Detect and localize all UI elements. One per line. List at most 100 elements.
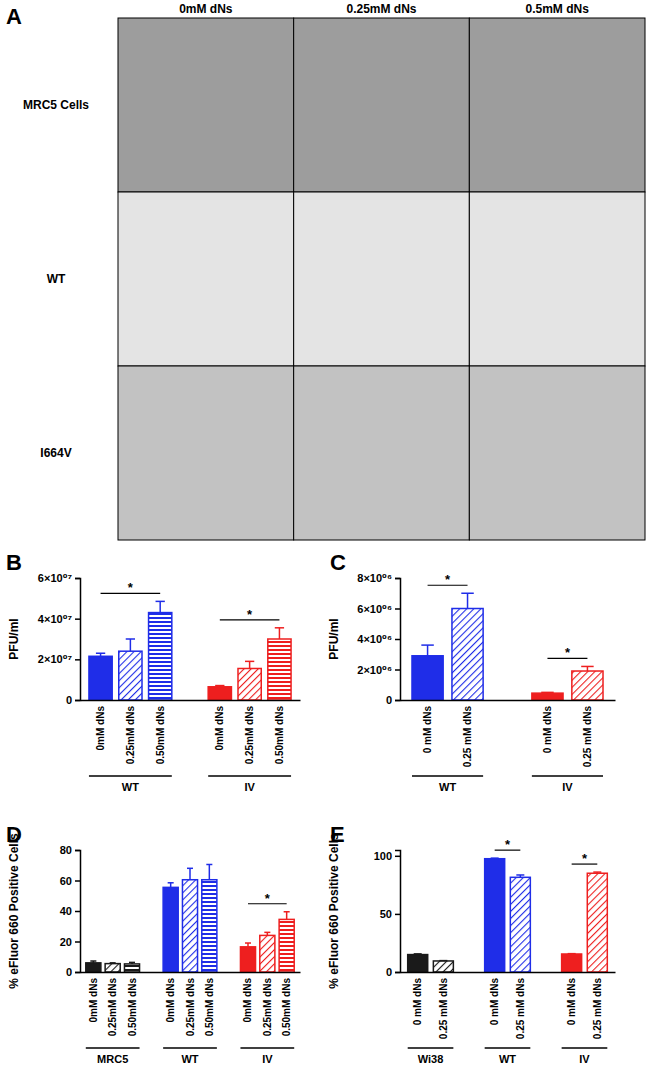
x-tick: 0.25mM dNs	[244, 706, 255, 765]
panel-chart: 0204060800mM dNs0.25mM dNs0.50mM dNs0mM …	[6, 822, 301, 1065]
y-tick-mark	[75, 941, 80, 943]
x-tick: 0.50mM dNs	[204, 978, 215, 1037]
x-tick-label: 0 mM dNs	[412, 978, 423, 1026]
error-bar	[168, 883, 174, 888]
error-bar-cap	[129, 962, 135, 964]
group-label: WT	[122, 781, 139, 793]
x-axis-line	[81, 700, 301, 702]
error-bar-cap	[264, 932, 270, 934]
y-tick: 0	[66, 694, 80, 706]
error-bar	[96, 653, 105, 656]
group-line	[240, 1047, 294, 1049]
x-tick-label: 0.25mM dNs	[262, 978, 273, 1037]
y-tick-mark	[395, 856, 400, 858]
error-bar-cap	[245, 661, 254, 663]
panel-chart: 02×10⁰⁶4×10⁰⁶6×10⁰⁶8×10⁰⁶0 mM dNs0.25 mM…	[327, 550, 616, 793]
y-axis-title: PFU/ml	[327, 618, 341, 659]
x-tick: 0.25mM dNs	[125, 706, 136, 765]
group-label: MRC5	[97, 1053, 128, 1065]
error-bar-cap	[215, 685, 224, 687]
error-bar-cap	[156, 601, 165, 603]
bar	[208, 687, 231, 700]
significance-label: *	[128, 580, 134, 595]
x-tick-label: 0.50mM dNs	[281, 978, 292, 1037]
bar	[202, 880, 217, 972]
y-tick-mark	[75, 972, 80, 974]
error-bar	[593, 872, 601, 873]
y-tick-label: 0	[386, 694, 392, 706]
x-tick-label: 0.50mM dNs	[127, 978, 138, 1037]
y-axis: 020406080	[60, 844, 81, 978]
x-axis-line	[401, 700, 616, 702]
y-tick: 40	[60, 905, 80, 917]
x-tick-label: 0.25 mM dNs	[592, 978, 603, 1040]
bar	[240, 947, 255, 972]
error-bar-cap	[90, 960, 96, 962]
micrograph	[469, 366, 645, 540]
y-tick-mark	[395, 700, 400, 702]
error-bar	[461, 593, 473, 608]
error-bar-stem	[427, 645, 429, 656]
error-bar	[110, 962, 116, 964]
x-tick-label: 0.50mM dNs	[155, 706, 166, 765]
x-tick: 0 mM dNs	[412, 978, 423, 1026]
group-line	[532, 775, 603, 777]
x-tick: 0mM dNs	[88, 978, 99, 1023]
y-tick-label: 50	[380, 908, 392, 920]
error-bar	[421, 645, 433, 656]
micrograph	[118, 366, 294, 540]
error-bar-cap	[187, 868, 193, 870]
x-tick: 0 mM dNs	[566, 978, 577, 1026]
bar	[562, 954, 582, 972]
y-tick: 100	[374, 850, 400, 862]
y-axis: 02×10⁰⁷4×10⁰⁷6×10⁰⁷	[38, 572, 81, 706]
x-tick-label: 0.25mM dNs	[185, 978, 196, 1037]
x-tick-label: 0.25mM dNs	[244, 706, 255, 765]
group-line	[163, 1047, 217, 1049]
column-header: 0mM dNs	[179, 2, 233, 16]
group-label: IV	[579, 1053, 590, 1065]
plot-area	[408, 858, 608, 972]
x-tick-label: 0.25 mM dNs	[582, 706, 593, 768]
bar	[279, 919, 294, 972]
error-bar	[206, 864, 212, 879]
bar	[532, 693, 563, 700]
y-tick-label: 0	[66, 966, 72, 978]
x-tick-label: 0 mM dNs	[422, 706, 433, 754]
y-tick-mark	[75, 850, 80, 852]
error-bar-cap	[541, 692, 553, 694]
error-bar-stem	[249, 661, 251, 668]
y-tick: 8×10⁰⁶	[357, 572, 400, 584]
significance-label: *	[445, 572, 451, 587]
error-bar	[126, 639, 135, 651]
x-axis: 0mM dNs0.25mM dNs0.50mM dNs0mM dNs0.25mM…	[81, 973, 301, 1037]
y-tick-label: 20	[60, 936, 72, 948]
error-bar-cap	[275, 627, 284, 629]
y-axis-line	[75, 579, 81, 701]
x-tick: 0.50mM dNs	[155, 706, 166, 765]
bar	[260, 935, 275, 972]
x-tick: 0.25 mM dNs	[582, 706, 593, 768]
plot-area	[89, 601, 291, 700]
micrograph	[118, 192, 294, 366]
y-tick-mark	[395, 639, 400, 641]
x-tick: 0.25 mM dNs	[462, 706, 473, 768]
y-axis-title: PFU/ml	[7, 618, 21, 659]
x-axis-line	[401, 972, 616, 974]
group-label: WT	[181, 1053, 198, 1065]
x-axis: 0 mM dNs0.25 mM dNs0 mM dNs0.25 mM dNs	[401, 701, 616, 768]
bar	[86, 963, 101, 972]
x-tick: 0.50mM dNs	[274, 706, 285, 765]
bar	[433, 961, 453, 972]
y-tick-label: 0	[386, 966, 392, 978]
y-axis-title: % eFluor 660 Positive Cells	[7, 833, 21, 989]
column-header: 0.25mM dNs	[346, 2, 416, 16]
bar	[119, 651, 142, 700]
y-tick-mark	[395, 972, 400, 974]
group-line	[208, 775, 291, 777]
x-tick: 0.25 mM dNs	[515, 978, 526, 1040]
error-bar-cap	[581, 666, 593, 668]
y-tick-label: 4×10⁰⁶	[357, 633, 392, 645]
error-bar	[541, 692, 553, 694]
group-line	[86, 1047, 140, 1049]
